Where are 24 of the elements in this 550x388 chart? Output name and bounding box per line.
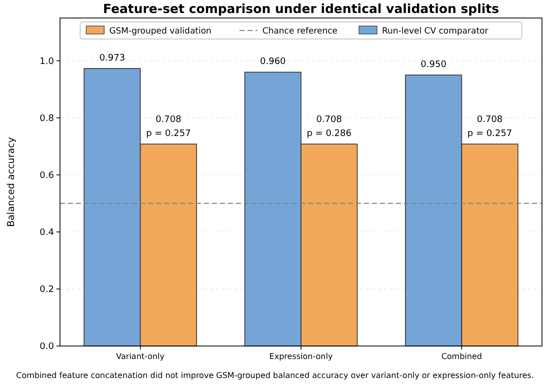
- y-tick-label: 0.8: [40, 114, 54, 124]
- annotation: p = 0.286: [306, 129, 352, 140]
- data-label: 0.708: [156, 115, 182, 126]
- y-tick-label: 0.6: [40, 171, 54, 182]
- y-tick-label: 0.2: [40, 285, 54, 296]
- legend-label: Chance reference: [262, 26, 338, 36]
- legend-label: Run-level CV comparator: [382, 26, 489, 36]
- data-label: 0.950: [420, 60, 447, 70]
- y-tick-label: 0.4: [40, 228, 54, 238]
- data-label: 0.960: [260, 57, 286, 68]
- x-tick-label: Expression-only: [269, 352, 333, 361]
- data-label: 0.973: [99, 53, 126, 64]
- chart-title: Feature-set comparison under identical validation splits: [102, 1, 500, 16]
- annotation: p = 0.257: [146, 129, 191, 140]
- text: Combined feature concatenation did not improve GSM-grouped balanced accuracy over variant-only or expression-only features.: [16, 371, 534, 380]
- annotation: p = 0.257: [467, 129, 512, 140]
- y-axis-title: Balanced accuracy: [6, 136, 17, 227]
- x-tick-label: Variant-only: [116, 352, 165, 361]
- data-label: 0.708: [476, 115, 503, 126]
- x-tick-label: Combined: [441, 352, 482, 361]
- y-tick-label: 1.0: [40, 56, 54, 67]
- legend-label: GSM-grouped validation: [109, 26, 212, 36]
- data-label: 0.708: [316, 115, 342, 126]
- y-tick-label: 0.0: [40, 342, 54, 352]
